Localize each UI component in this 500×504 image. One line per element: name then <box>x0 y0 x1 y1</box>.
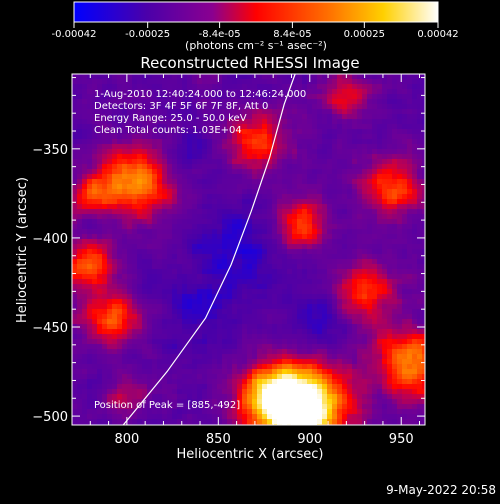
y-tick-labels: −350 −400 −450 −500 <box>32 143 68 425</box>
y-tick-label: −400 <box>32 232 68 247</box>
colorbar-ticks <box>74 22 438 28</box>
info-line: 1-Aug-2010 12:40:24.000 to 12:46:24.000 <box>94 89 306 100</box>
footer-timestamp: 9-May-2022 20:58 <box>386 483 496 497</box>
x-tick-label: 800 <box>114 432 139 447</box>
peak-position-label: Position of Peak = [885,-492] <box>94 400 240 411</box>
y-tick-label: −450 <box>32 321 68 336</box>
x-tick-label: 950 <box>389 432 414 447</box>
colorbar-tick-label: -0.00042 <box>52 29 97 40</box>
x-tick-label: 900 <box>297 432 322 447</box>
y-tick-label: −350 <box>32 143 68 158</box>
x-tick-labels: 800 850 900 950 <box>114 432 413 447</box>
info-line: Detectors: 3F 4F 5F 6F 7F 8F, Att 0 <box>94 101 268 112</box>
info-line: Clean Total counts: 1.03E+04 <box>94 125 242 136</box>
colorbar-units-label: (photons cm⁻² s⁻¹ asec⁻²) <box>185 39 327 52</box>
colorbar-tick-label: 0.00042 <box>417 29 458 40</box>
colorbar <box>74 2 438 22</box>
info-line: Energy Range: 25.0 - 50.0 keV <box>94 113 247 124</box>
x-tick-label: 850 <box>206 432 231 447</box>
y-axis-label: Heliocentric Y (arcsec) <box>15 177 30 323</box>
colorbar-tick-label: -0.00025 <box>125 29 170 40</box>
chart-title: Reconstructed RHESSI Image <box>140 54 359 72</box>
x-axis-label: Heliocentric X (arcsec) <box>177 447 324 462</box>
y-tick-label: −500 <box>32 410 68 425</box>
colorbar-tick-label: 0.00025 <box>344 29 385 40</box>
